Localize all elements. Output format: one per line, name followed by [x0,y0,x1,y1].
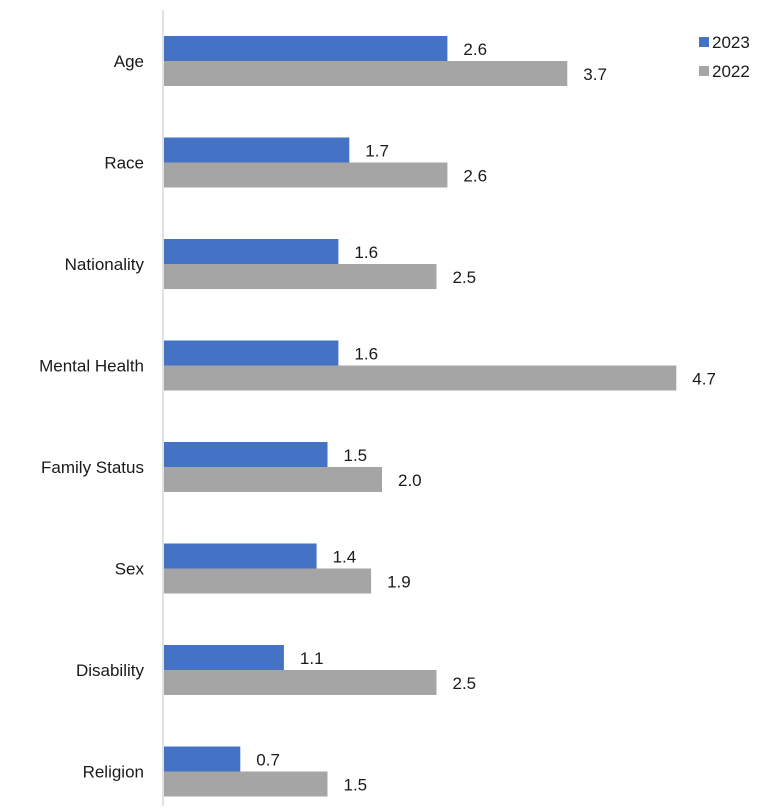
category-label-mental-health: Mental Health [39,357,144,376]
value-label-2023-nationality: 1.6 [354,243,378,262]
value-label-2023-age: 2.6 [463,40,487,59]
bar-2023-race [164,137,350,163]
value-label-2022-age: 3.7 [583,65,607,84]
value-label-2023-race: 1.7 [365,142,389,161]
value-label-2023-religion: 0.7 [256,751,280,770]
bar-2022-disability [164,670,437,695]
bars-layer [164,36,677,797]
value-label-2023-disability: 1.1 [300,649,324,668]
bar-2022-family-status [164,467,382,492]
value-label-2022-disability: 2.5 [453,674,477,693]
bar-2023-nationality [164,239,339,264]
legend-label-2023: 2023 [712,33,750,52]
value-label-2022-mental-health: 4.7 [692,370,716,389]
category-label-age: Age [114,52,144,71]
category-label-nationality: Nationality [65,255,145,274]
value-label-2022-sex: 1.9 [387,573,411,592]
legend-swatch-2023 [699,37,709,47]
legend-label-2022: 2022 [712,62,750,81]
bar-2022-nationality [164,264,437,289]
category-label-religion: Religion [83,763,144,782]
value-label-2023-mental-health: 1.6 [354,345,378,364]
category-label-disability: Disability [76,661,145,680]
category-label-sex: Sex [115,560,145,579]
bar-2023-mental-health [164,340,339,366]
legend: 2023 2022 [699,33,750,81]
value-label-2022-nationality: 2.5 [453,268,477,287]
legend-swatch-2022 [699,66,709,76]
category-label-family-status: Family Status [41,458,144,477]
value-label-2022-family-status: 2.0 [398,471,422,490]
value-label-2023-sex: 1.4 [333,548,357,567]
bar-2022-sex [164,568,372,594]
bar-2023-religion [164,746,241,772]
bar-2022-race [164,162,448,188]
bar-2022-religion [164,771,328,797]
bar-2023-sex [164,543,317,569]
bar-2023-family-status [164,442,328,467]
value-label-2023-family-status: 1.5 [344,446,368,465]
bar-2022-age [164,61,568,86]
bar-2022-mental-health [164,365,677,391]
labels-layer: Age 2.6 3.7 Race 1.7 2.6 Nationality 1.6 2.5 Ment… [39,40,716,795]
bar-2023-age [164,36,448,61]
value-label-2022-race: 2.6 [463,167,487,186]
bar-2023-disability [164,645,284,670]
value-label-2022-religion: 1.5 [344,776,368,795]
category-label-race: Race [104,154,144,173]
